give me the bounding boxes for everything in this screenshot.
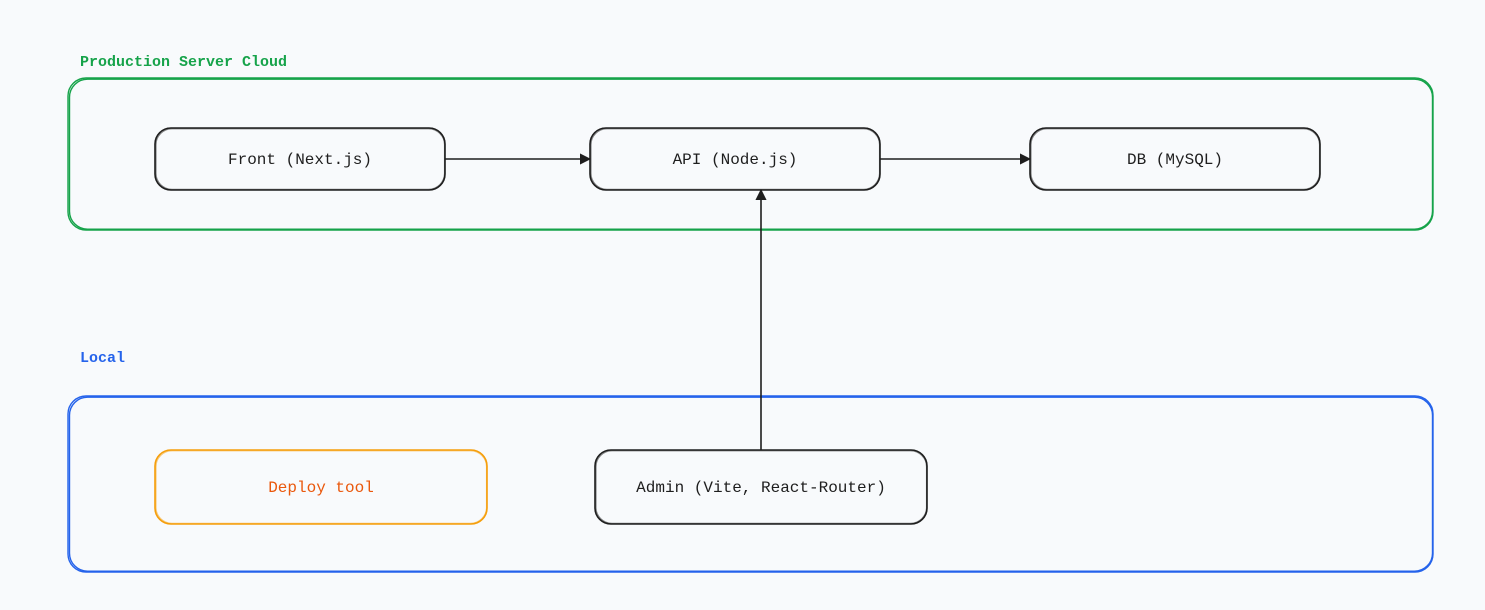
node-admin-label: Admin (Vite, React-Router) [636,479,886,497]
group-local-label: Local [80,350,125,367]
node-db-label: DB (MySQL) [1127,151,1223,169]
node-api-label: API (Node.js) [673,151,798,169]
group-prod-label: Production Server Cloud [80,54,287,71]
node-front-label: Front (Next.js) [228,151,372,169]
node-deploy-label: Deploy tool [268,479,374,497]
